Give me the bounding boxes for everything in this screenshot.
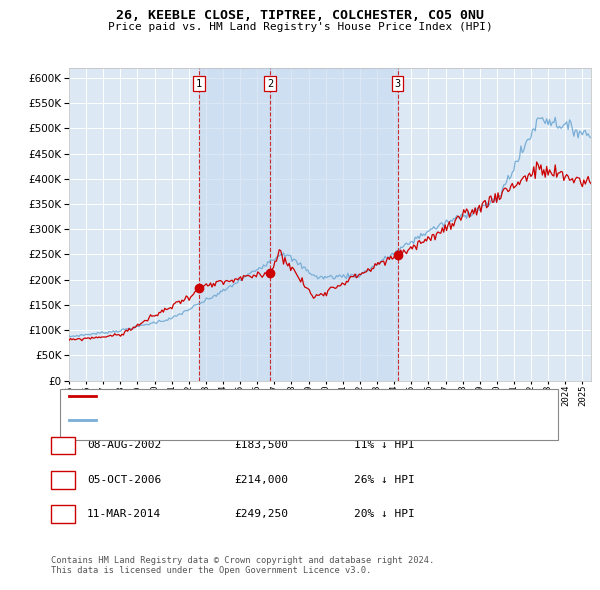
Text: 2: 2 [59, 475, 67, 484]
Text: 3: 3 [394, 79, 401, 88]
Text: HPI: Average price, detached house, Colchester: HPI: Average price, detached house, Colc… [103, 415, 373, 425]
Bar [270, 68, 398, 381]
Text: 05-OCT-2006: 05-OCT-2006 [87, 475, 161, 484]
Text: 1: 1 [59, 441, 67, 450]
Text: 1: 1 [196, 79, 202, 88]
Text: £183,500: £183,500 [234, 441, 288, 450]
Text: 26, KEEBLE CLOSE, TIPTREE, COLCHESTER, CO5 0NU: 26, KEEBLE CLOSE, TIPTREE, COLCHESTER, C… [116, 9, 484, 22]
Text: £214,000: £214,000 [234, 475, 288, 484]
Text: 26, KEEBLE CLOSE, TIPTREE, COLCHESTER, CO5 0NU (detached house): 26, KEEBLE CLOSE, TIPTREE, COLCHESTER, C… [103, 391, 473, 401]
Bar [199, 68, 270, 381]
Text: 20% ↓ HPI: 20% ↓ HPI [354, 509, 415, 519]
Text: 11% ↓ HPI: 11% ↓ HPI [354, 441, 415, 450]
Text: 26% ↓ HPI: 26% ↓ HPI [354, 475, 415, 484]
Text: £249,250: £249,250 [234, 509, 288, 519]
Text: 08-AUG-2002: 08-AUG-2002 [87, 441, 161, 450]
Text: 3: 3 [59, 509, 67, 519]
Text: 2: 2 [267, 79, 273, 88]
Text: Price paid vs. HM Land Registry's House Price Index (HPI): Price paid vs. HM Land Registry's House … [107, 22, 493, 32]
Text: Contains HM Land Registry data © Crown copyright and database right 2024.
This d: Contains HM Land Registry data © Crown c… [51, 556, 434, 575]
Text: 11-MAR-2014: 11-MAR-2014 [87, 509, 161, 519]
